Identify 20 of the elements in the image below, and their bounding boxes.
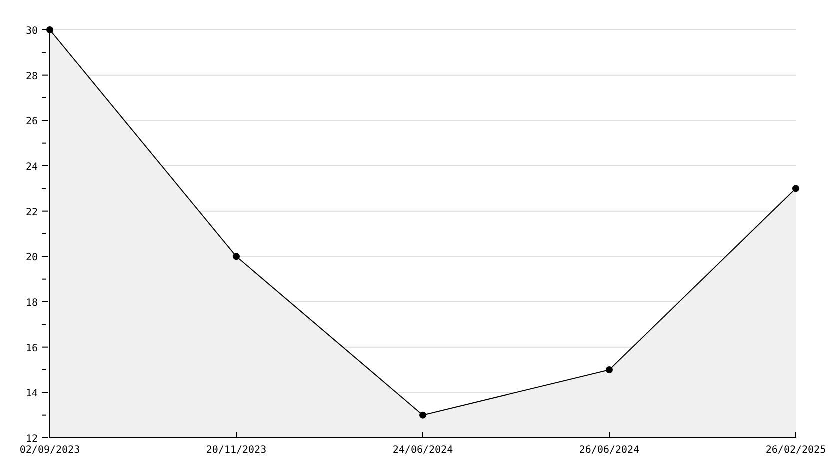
point: [46, 26, 54, 34]
y-tick-label: 12: [26, 434, 38, 445]
point: [420, 412, 426, 419]
x-tick-label: 26/06/2024: [579, 445, 640, 456]
x-tick-label: 20/11/2023: [206, 445, 267, 456]
point: [792, 185, 800, 192]
y-tick-label: 24: [26, 162, 38, 173]
point: [233, 253, 240, 260]
point: [606, 366, 613, 374]
y-tick-label: 28: [26, 71, 38, 82]
y-tick-label: 18: [26, 298, 38, 309]
y-tick-label: 22: [26, 207, 38, 218]
y-tick-label: 30: [26, 26, 38, 37]
y-tick-label: 16: [26, 343, 38, 354]
y-tick-label: 26: [26, 116, 38, 128]
y-tick-label: 20: [26, 252, 38, 264]
y-tick-label: 14: [26, 388, 38, 400]
x-tick-label: 02/09/2023: [20, 445, 80, 456]
x-tick-label: 24/06/2024: [392, 445, 454, 456]
x-tick-label: 26/02/2025: [766, 445, 826, 456]
